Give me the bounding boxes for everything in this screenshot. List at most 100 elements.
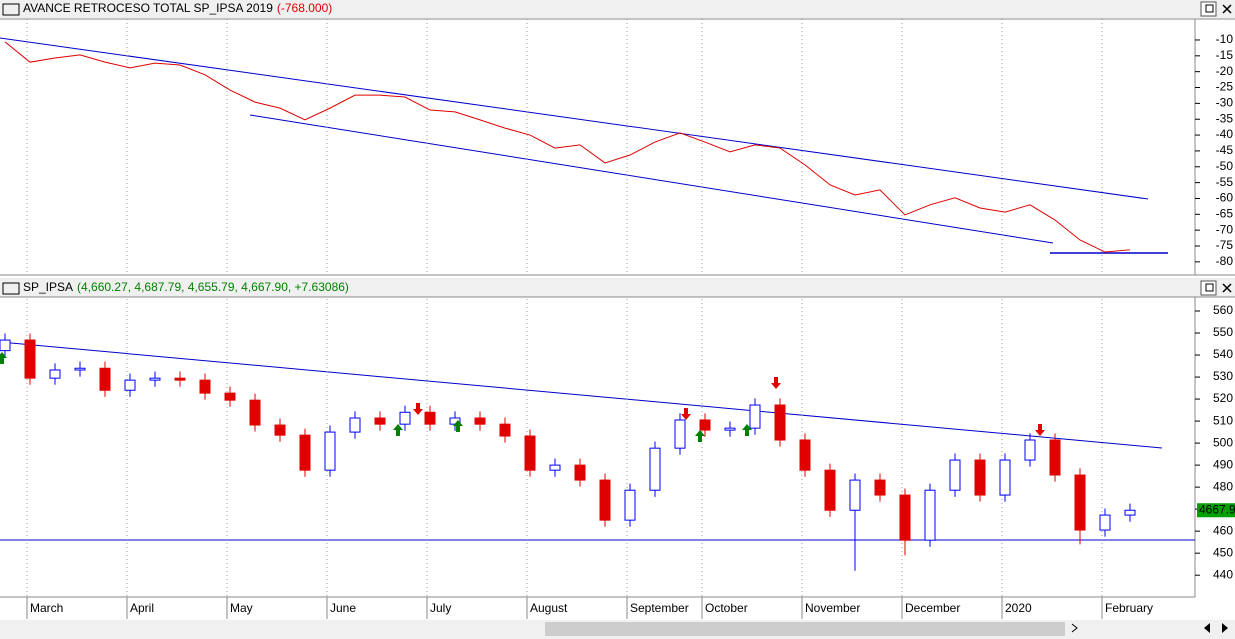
y-tick-label: 490 — [1213, 457, 1233, 471]
sell-arrow — [1035, 424, 1045, 436]
close-button[interactable] — [1222, 4, 1232, 14]
candle-body — [124, 379, 136, 391]
x-tick-label: June — [330, 601, 356, 615]
buy-arrow — [393, 424, 403, 436]
x-tick-label: September — [630, 601, 689, 615]
y-tick-label: -55 — [1216, 175, 1234, 189]
trend-line — [0, 341, 1163, 449]
candle-body — [0, 339, 11, 352]
panel-icon — [2, 3, 20, 16]
y-tick-label: 550 — [1213, 325, 1233, 339]
y-tick-label: 460 — [1213, 523, 1233, 537]
candle-body — [74, 367, 86, 371]
close-button[interactable] — [1222, 283, 1232, 293]
y-tick-label: -50 — [1216, 159, 1234, 173]
candle-body — [549, 464, 561, 471]
candle-body — [149, 377, 161, 381]
candle-body — [299, 434, 311, 471]
buy-arrow — [695, 430, 705, 442]
candle-body — [249, 399, 261, 426]
candle-body — [349, 417, 361, 433]
candle-body — [674, 419, 686, 449]
panel-header — [0, 278, 1235, 297]
y-tick-label: -40 — [1216, 127, 1234, 141]
y-tick-label: 530 — [1213, 369, 1233, 383]
candle-body — [374, 417, 386, 425]
candle-body — [424, 411, 436, 425]
y-tick-label: 560 — [1213, 303, 1233, 317]
x-tick-label: November — [805, 601, 860, 615]
buy-arrow — [453, 420, 463, 432]
candle-body — [1099, 514, 1111, 531]
trend-line — [0, 37, 1149, 200]
y-tick-label: 480 — [1213, 479, 1233, 493]
candle-body — [474, 417, 486, 425]
sell-arrow — [771, 377, 781, 389]
candle-body — [999, 459, 1011, 496]
panel-icon — [2, 282, 20, 295]
candle-body — [799, 439, 811, 471]
breadth-line — [4, 41, 1131, 253]
overlays — [0, 37, 1195, 541]
candle-body — [1024, 439, 1036, 461]
last-value-label: 4667.9 — [1199, 502, 1235, 516]
y-tick-label: 510 — [1213, 413, 1233, 427]
last-value-box — [1197, 503, 1235, 518]
candle-body — [24, 339, 36, 379]
y-tick-label: -45 — [1216, 143, 1234, 157]
x-tick-label: March — [30, 601, 63, 615]
panel-title: AVANCE RETROCESO TOTAL SP_IPSA 2019 — [23, 1, 273, 15]
candle-body — [974, 459, 986, 496]
x-tick-label: May — [230, 601, 253, 615]
y-tick-label: -65 — [1216, 206, 1234, 220]
candle-body — [649, 447, 661, 491]
candle-body — [99, 367, 111, 391]
x-tick-label: December — [905, 601, 960, 615]
candle-body — [924, 489, 936, 541]
panel-header — [0, 0, 1235, 18]
maximize-button[interactable] — [1200, 1, 1217, 17]
sell-arrow — [681, 408, 691, 420]
candle-body — [524, 435, 536, 471]
y-tick-label: -30 — [1216, 96, 1234, 110]
x-tick-label: 2020 — [1005, 601, 1032, 615]
candle-body — [874, 479, 886, 496]
buy-arrow — [742, 424, 752, 436]
y-tick-label: -60 — [1216, 191, 1234, 205]
y-tick-label: -25 — [1216, 80, 1234, 94]
candle-body — [224, 392, 236, 401]
x-tick-label: October — [705, 601, 748, 615]
maximize-icon — [1205, 4, 1214, 13]
y-tick-label: -20 — [1216, 64, 1234, 78]
y-tick-label: 450 — [1213, 545, 1233, 559]
y-tick-label: -80 — [1216, 254, 1234, 268]
candle-body — [399, 411, 411, 425]
x-tick-label: July — [430, 601, 451, 615]
candle-body — [324, 431, 336, 471]
candle-body — [899, 494, 911, 541]
y-tick-label: -75 — [1216, 238, 1234, 252]
candle-body — [949, 459, 961, 491]
candle-body — [724, 427, 736, 431]
candle-body — [1074, 474, 1086, 531]
sell-arrow — [413, 403, 423, 415]
y-tick-label: -35 — [1216, 111, 1234, 125]
buy-arrow — [0, 352, 7, 364]
y-tick-label: 440 — [1213, 567, 1233, 581]
maximize-button[interactable] — [1200, 280, 1217, 296]
scroll-thumb[interactable] — [545, 622, 1065, 636]
candle-body — [499, 423, 511, 437]
x-tick-label: August — [530, 601, 568, 615]
candle-body — [774, 404, 786, 441]
candle-body — [1049, 439, 1061, 476]
scroll-right[interactable] — [1071, 623, 1078, 633]
scroll-arrows[interactable] — [1204, 623, 1228, 633]
candle-body — [49, 369, 61, 379]
panel-title: SP_IPSA — [23, 280, 73, 294]
maximize-icon — [1205, 283, 1214, 292]
panel-subtitle: (4,660.27, 4,687.79, 4,655.79, 4,667.90,… — [77, 280, 349, 294]
candle-body — [599, 479, 611, 521]
candle-body — [699, 419, 711, 431]
panel-subtitle: (-768.000) — [277, 1, 332, 15]
